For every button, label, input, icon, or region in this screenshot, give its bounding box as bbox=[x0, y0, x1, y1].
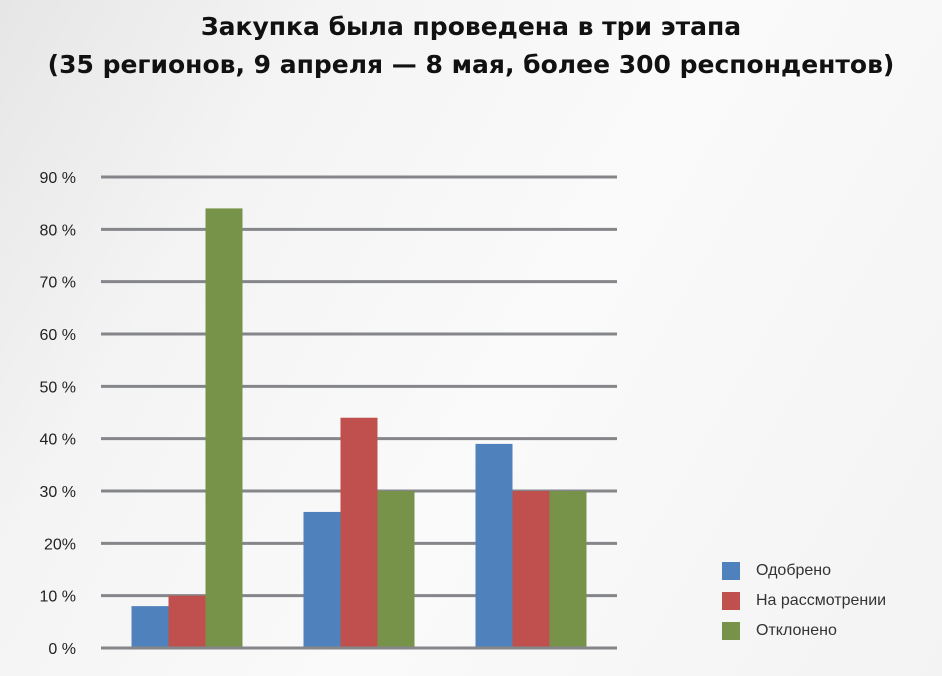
y-tick-label: 20% bbox=[44, 536, 76, 553]
bar-3-group-3 bbox=[549, 491, 587, 647]
bar-3-group-2 bbox=[377, 491, 415, 647]
y-tick-label: 80 % bbox=[40, 222, 76, 239]
y-tick-label: 10 % bbox=[40, 589, 76, 606]
y-tick-label: 30 % bbox=[40, 484, 76, 501]
bar-2-group-1 bbox=[168, 595, 206, 647]
y-tick-label: 90 % bbox=[40, 170, 76, 187]
chart-subtitle: (35 регионов, 9 апреля — 8 мая, более 30… bbox=[47, 50, 895, 79]
legend-label: Отклонено bbox=[756, 622, 837, 639]
y-tick-label: 0 % bbox=[48, 641, 76, 658]
legend-item: Отклонено bbox=[722, 616, 886, 646]
chart-title-line: Закупка была проведена в три этапа bbox=[200, 12, 742, 41]
legend-swatch bbox=[722, 592, 740, 610]
bar-2-group-2 bbox=[340, 417, 378, 647]
bar-3-group-1 bbox=[205, 208, 243, 647]
chart-title: Закупка была проведена в три этапа (35 р… bbox=[0, 8, 942, 84]
bar-1-group-3 bbox=[475, 443, 513, 647]
bar-1-group-2 bbox=[303, 511, 341, 647]
legend-item: На рассмотрении bbox=[722, 586, 886, 616]
y-tick-label: 40 % bbox=[40, 432, 76, 449]
legend: Одобрено На рассмотрении Отклонено bbox=[722, 556, 886, 646]
y-tick-label: 50 % bbox=[40, 379, 76, 396]
legend-item: Одобрено bbox=[722, 556, 886, 586]
legend-swatch bbox=[722, 562, 740, 580]
legend-label: На рассмотрении bbox=[756, 592, 887, 609]
legend-label: Одобрено bbox=[756, 562, 832, 579]
bar-1-group-1 bbox=[131, 606, 169, 647]
y-tick-label: 60 % bbox=[40, 327, 76, 344]
bar-2-group-3 bbox=[512, 491, 550, 647]
legend-swatch bbox=[722, 622, 740, 640]
y-tick-label: 70 % bbox=[40, 275, 76, 292]
